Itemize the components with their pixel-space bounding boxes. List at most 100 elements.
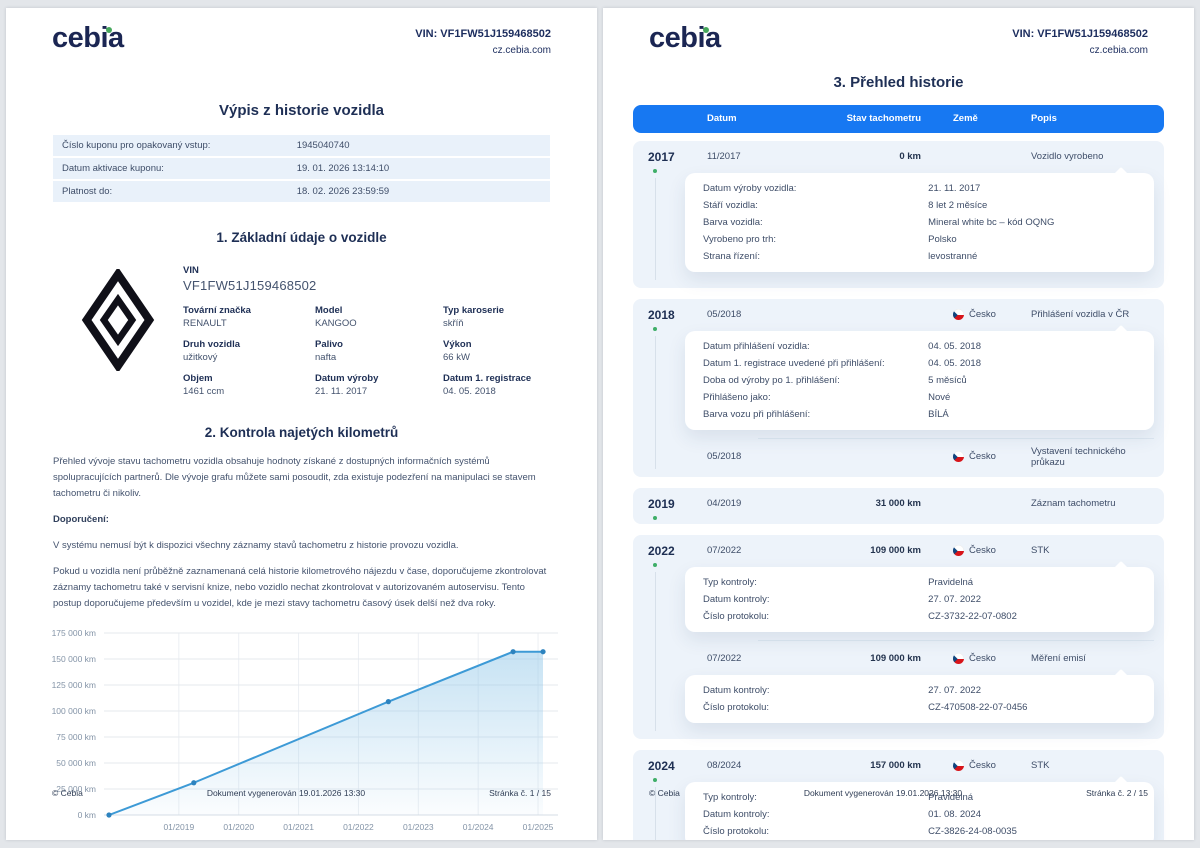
paragraph: Doporučení: (53, 513, 109, 525)
event-date: 04/2019 (707, 498, 742, 509)
logo-green-dot-icon (106, 26, 113, 33)
coupon-table: Číslo kuponu pro opakovaný vstup: 1945040… (53, 134, 550, 202)
detail-card: Typ kontroly: Pravidelná Datum kontroly: 01… (685, 781, 1154, 840)
year-label: 2017 (648, 149, 675, 164)
history-row: 2017 11/2017 0 km Vozidlo vyrobeno (633, 145, 1164, 169)
header-vin: VIN: VF1FW51J159468502 (415, 28, 551, 40)
vehicle-field: Objem 1461 ccm (183, 373, 315, 397)
vehicle-field-label: Tovární značka (183, 304, 251, 316)
detail-row: Datum 1. registrace uvedené při přihláše… (685, 355, 1154, 372)
coupon-row-value: 1945040740 (296, 139, 350, 151)
event-description: Vystavení technického průkazu (1031, 445, 1126, 468)
vehicle-field: Druh vozidla užitkový (183, 339, 315, 363)
vehicle-field: Model KANGOO (315, 305, 443, 329)
detail-label: Datum přihlášení vozidla: (703, 340, 810, 352)
detail-label: Strana řízení: (703, 250, 761, 262)
chart-data-point (510, 648, 516, 654)
detail-value: 01. 08. 2024 (928, 808, 981, 820)
detail-row: Vyrobeno pro trh: Polsko (685, 231, 1154, 248)
detail-label: Typ kontroly: (703, 576, 757, 588)
vehicle-field: Typ karoserie skříň (443, 305, 550, 329)
detail-label: Číslo protokolu: (703, 825, 770, 837)
column-header-description: Popis (1031, 113, 1057, 124)
vehicle-field-label: Druh vozidla (183, 338, 241, 350)
coupon-row-label: Datum aktivace kuponu: (62, 162, 164, 174)
x-tick-label: 01/2021 (283, 822, 314, 832)
vin-header-block: VIN: VF1FW51J159468502 cz.cebia.com (1012, 24, 1148, 58)
paragraph: Pokud u vozidla není průběžně zaznamenan… (53, 566, 547, 610)
page1-header: cebia VIN: VF1FW51J159468502 cz.cebia.co… (6, 8, 597, 58)
detail-value: Polsko (928, 233, 957, 245)
history-groups: 2017 11/2017 0 km Vozidlo vyrobeno Datum výr… (633, 140, 1164, 840)
year-label: 2018 (648, 307, 675, 322)
detail-value: Nové (928, 391, 951, 403)
x-tick-label: 01/2024 (463, 822, 494, 832)
coupon-row: Číslo kuponu pro opakovaný vstup: 1945040… (53, 134, 550, 156)
vin-header-block: VIN: VF1FW51J159468502 cz.cebia.com (415, 24, 551, 58)
detail-value: Pravidelná (928, 576, 974, 588)
chart-data-point (540, 648, 546, 654)
detail-value: BÍLÁ (928, 408, 949, 420)
section2-title: 2. Kontrola najetých kilometrů (204, 424, 399, 440)
vin-field: VIN VF1FW51J159468502 (183, 265, 550, 293)
coupon-row-value: 19. 01. 2026 13:14:10 (296, 162, 390, 174)
history-row: 07/2022 109 000 km Česko Měření emisí (633, 647, 1164, 671)
event-date: 05/2018 (707, 451, 742, 462)
odometer-chart: 01/2019 01/2020 01/2021 01/2022 01/2023 01/20… (40, 623, 567, 840)
detail-label: Datum kontroly: (703, 684, 770, 696)
detail-value: 21. 11. 2017 (928, 182, 981, 194)
footer-copyright: © Cebia (52, 788, 83, 798)
footer-copyright: © Cebia (649, 788, 680, 798)
chart-data-point (106, 812, 112, 818)
x-tick-label: 01/2025 (523, 822, 554, 832)
year-label: 2022 (648, 543, 675, 558)
year-label: 2024 (648, 758, 675, 773)
detail-value: CZ-3732-22-07-0802 (928, 610, 1017, 622)
detail-label: Doba od výroby po 1. přihlášení: (703, 374, 840, 386)
event-description: Měření emisí (1031, 653, 1086, 664)
header-vin: VIN: VF1FW51J159468502 (1012, 28, 1148, 40)
country-cell: Česko (935, 760, 1031, 771)
page1-title: Výpis z historie vozidla (218, 101, 385, 119)
row-divider (758, 639, 1154, 641)
vehicle-field-value: 04. 05. 2018 (443, 385, 496, 397)
detail-value: 8 let 2 měsíce (928, 199, 988, 211)
vehicle-field-label: Datum 1. registrace (443, 372, 532, 384)
coupon-row-value: 18. 02. 2026 23:59:59 (296, 185, 390, 197)
cebia-logo: cebia (649, 24, 721, 53)
detail-row: Datum kontroly: 01. 08. 2024 (685, 806, 1154, 823)
y-tick-label: 175 000 km (52, 628, 96, 638)
paragraph: Přehled vývoje stavu tachometru vozidla … (53, 455, 536, 499)
timeline-line (654, 335, 656, 469)
czech-flag-icon (953, 545, 964, 556)
page2-footer: © Cebia Dokument vygenerován 19.01.2026 … (649, 788, 1148, 798)
timeline-line (654, 571, 656, 731)
history-row: 2022 07/2022 109 000 km Česko STK (633, 539, 1164, 563)
event-date: 08/2024 (707, 760, 742, 771)
detail-value: 5 měsíců (928, 374, 967, 386)
page2-title: 3. Přehled historie (833, 73, 964, 91)
vehicle-field-value: užitkový (183, 351, 218, 363)
cebia-logo-text: cebia (649, 22, 721, 54)
vehicle-field: Datum 1. registrace 04. 05. 2018 (443, 373, 550, 397)
cebia-logo: cebia (52, 24, 124, 53)
row-divider (758, 437, 1154, 439)
detail-value: 27. 07. 2022 (928, 684, 981, 696)
column-header-country: Země (953, 113, 978, 124)
event-description: STK (1031, 545, 1050, 556)
chart-data-point (385, 698, 391, 704)
country-name: Česko (969, 653, 996, 664)
chart-area-fill (109, 651, 543, 815)
timeline-dot-icon (653, 168, 657, 173)
page1-footer: © Cebia Dokument vygenerován 19.01.2026 … (52, 788, 551, 798)
page2-header: cebia VIN: VF1FW51J159468502 cz.cebia.co… (603, 8, 1194, 58)
detail-row: Datum kontroly: 27. 07. 2022 (685, 591, 1154, 608)
coupon-row: Platnost do: 18. 02. 2026 23:59:59 (53, 180, 550, 202)
history-row: 05/2018 Česko Vystavení technického průkaz… (633, 445, 1164, 469)
paragraph: V systému nemusí být k dispozici všechny… (53, 540, 459, 552)
history-year-group: 2024 08/2024 157 000 km Česko STK Typ kontrol… (633, 749, 1164, 840)
detail-label: Typ kontroly: (703, 791, 757, 803)
event-date: 07/2022 (707, 653, 742, 664)
x-tick-label: 01/2020 (223, 822, 254, 832)
